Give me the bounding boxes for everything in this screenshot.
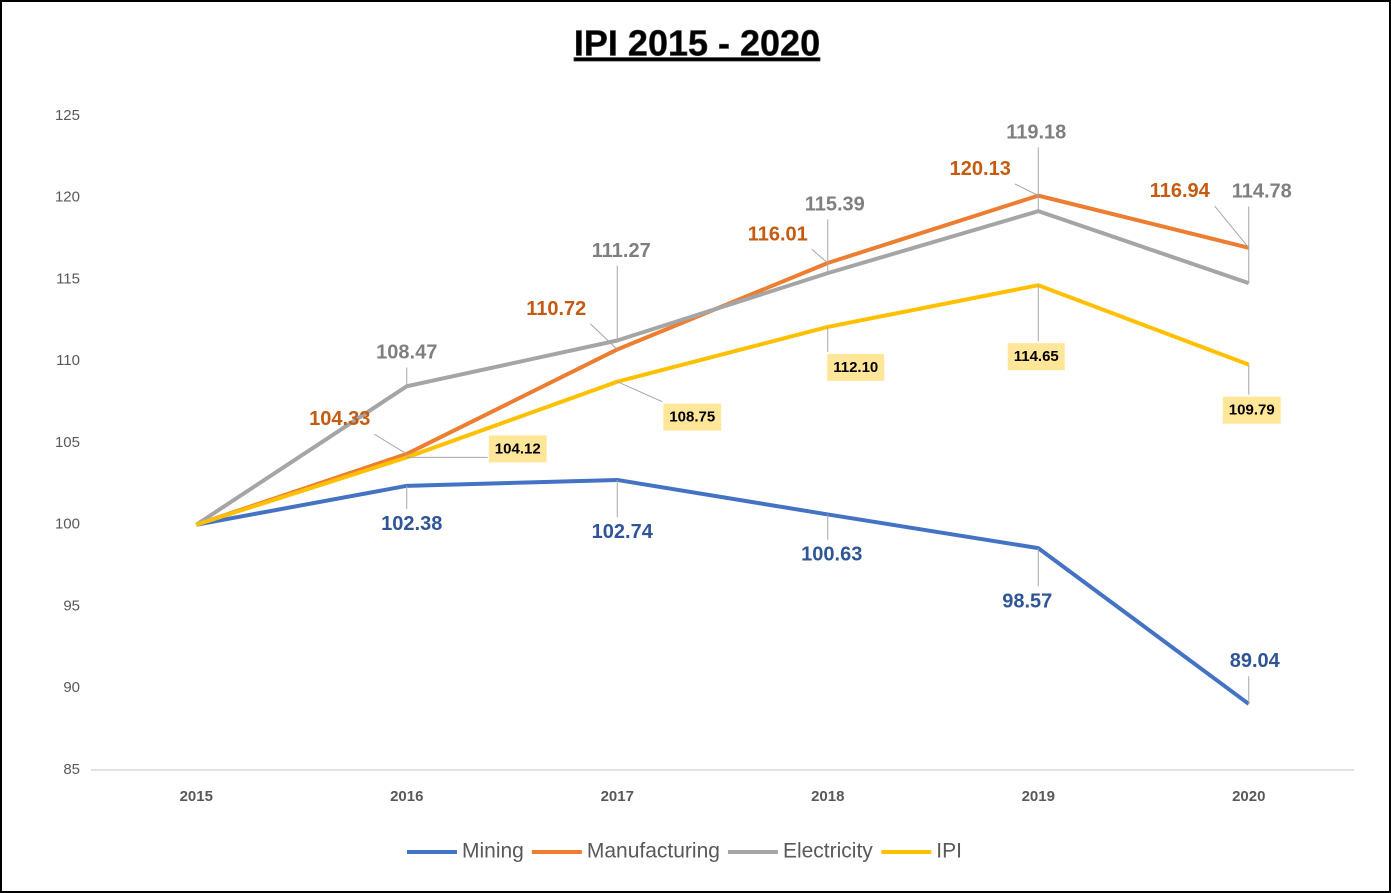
- data-label-group: 100.63: [801, 544, 862, 566]
- data-label-group: 120.13: [950, 158, 1011, 180]
- leader-line: [1214, 205, 1250, 249]
- x-tick-label: 2015: [180, 788, 213, 805]
- data-label: 104.33: [309, 408, 370, 430]
- data-label-group: 114.78: [1232, 180, 1292, 202]
- data-label: 108.47: [376, 342, 437, 364]
- data-label: 120.13: [950, 158, 1011, 180]
- data-label: 119.18: [1006, 121, 1066, 143]
- data-label-box: [1222, 396, 1281, 424]
- legend-label: IPI: [936, 840, 962, 863]
- x-tick-label: 2020: [1232, 788, 1265, 805]
- data-label: 104.12: [495, 440, 541, 457]
- leader-line: [374, 433, 408, 455]
- data-label: 114.65: [1014, 348, 1059, 365]
- x-tick-label: 2016: [390, 788, 423, 805]
- data-label: 109.79: [1229, 402, 1275, 419]
- data-label: 100.63: [801, 544, 862, 566]
- leader-line: [1014, 183, 1039, 197]
- data-label-group: 119.18: [1006, 121, 1066, 143]
- data-label-group: 116.01: [748, 223, 808, 245]
- data-line: [195, 209, 1250, 527]
- data-label-group: 98.57: [1002, 590, 1052, 612]
- leader-line: [617, 381, 663, 403]
- data-label: 102.38: [381, 513, 442, 535]
- y-tick-label: 100: [55, 516, 80, 533]
- data-label-group: 104.33: [309, 408, 370, 430]
- data-label-group: 104.12: [488, 435, 547, 463]
- legend: Mining Manufacturing Electricity IPI: [407, 840, 962, 863]
- data-label: 112.10: [833, 359, 878, 376]
- y-tick-label: 110: [56, 352, 80, 369]
- data-label-box: [663, 403, 722, 431]
- data-label: 116.01: [748, 223, 808, 245]
- data-label: 110.72: [526, 298, 586, 320]
- legend-label: Manufacturing: [587, 840, 720, 863]
- legend-label: Mining: [462, 840, 524, 863]
- data-label: 108.75: [669, 409, 715, 426]
- data-label: 98.57: [1002, 590, 1052, 612]
- x-tick-label: 2019: [1022, 788, 1055, 805]
- data-label: 89.04: [1230, 650, 1281, 672]
- data-label-group: 108.47: [376, 342, 437, 364]
- leader-line: [589, 323, 618, 350]
- data-label: 111.27: [592, 240, 651, 262]
- legend-label: Electricity: [783, 840, 873, 863]
- y-tick-label: 120: [55, 189, 80, 206]
- data-label: 102.74: [592, 521, 654, 543]
- x-tick-label: 2018: [811, 788, 844, 805]
- data-label-group: 115.39: [805, 193, 865, 215]
- data-label-group: 109.79: [1222, 396, 1281, 424]
- data-label-group: 116.94: [1150, 180, 1211, 202]
- data-label-group: 111.27: [592, 240, 651, 262]
- data-label-box: [827, 353, 885, 381]
- data-label-group: 110.72: [526, 298, 586, 320]
- y-tick-label: 85: [63, 761, 80, 778]
- data-label: 116.94: [1150, 180, 1211, 202]
- data-label: 114.78: [1232, 180, 1292, 202]
- x-tick-label: 2017: [601, 788, 634, 805]
- y-tick-label: 115: [56, 270, 80, 287]
- y-tick-label: 105: [55, 434, 80, 451]
- data-label-box: [488, 435, 547, 463]
- data-label-group: 108.75: [663, 403, 722, 431]
- y-tick-label: 90: [63, 679, 80, 696]
- data-label-group: 112.10: [827, 353, 885, 381]
- y-tick-label: 125: [55, 107, 80, 124]
- data-line: [195, 283, 1250, 527]
- data-label-group: 89.04: [1230, 650, 1281, 672]
- data-label-group: 102.38: [381, 513, 442, 535]
- data-label-group: 114.65: [1007, 343, 1065, 371]
- leader-line: [811, 248, 829, 264]
- data-line: [195, 477, 1250, 706]
- y-tick-label: 95: [63, 597, 80, 614]
- data-label-group: 102.74: [592, 521, 654, 543]
- data-label-box: [1007, 343, 1065, 371]
- data-label: 115.39: [805, 193, 865, 215]
- chart-title: IPI 2015 - 2020: [574, 23, 820, 64]
